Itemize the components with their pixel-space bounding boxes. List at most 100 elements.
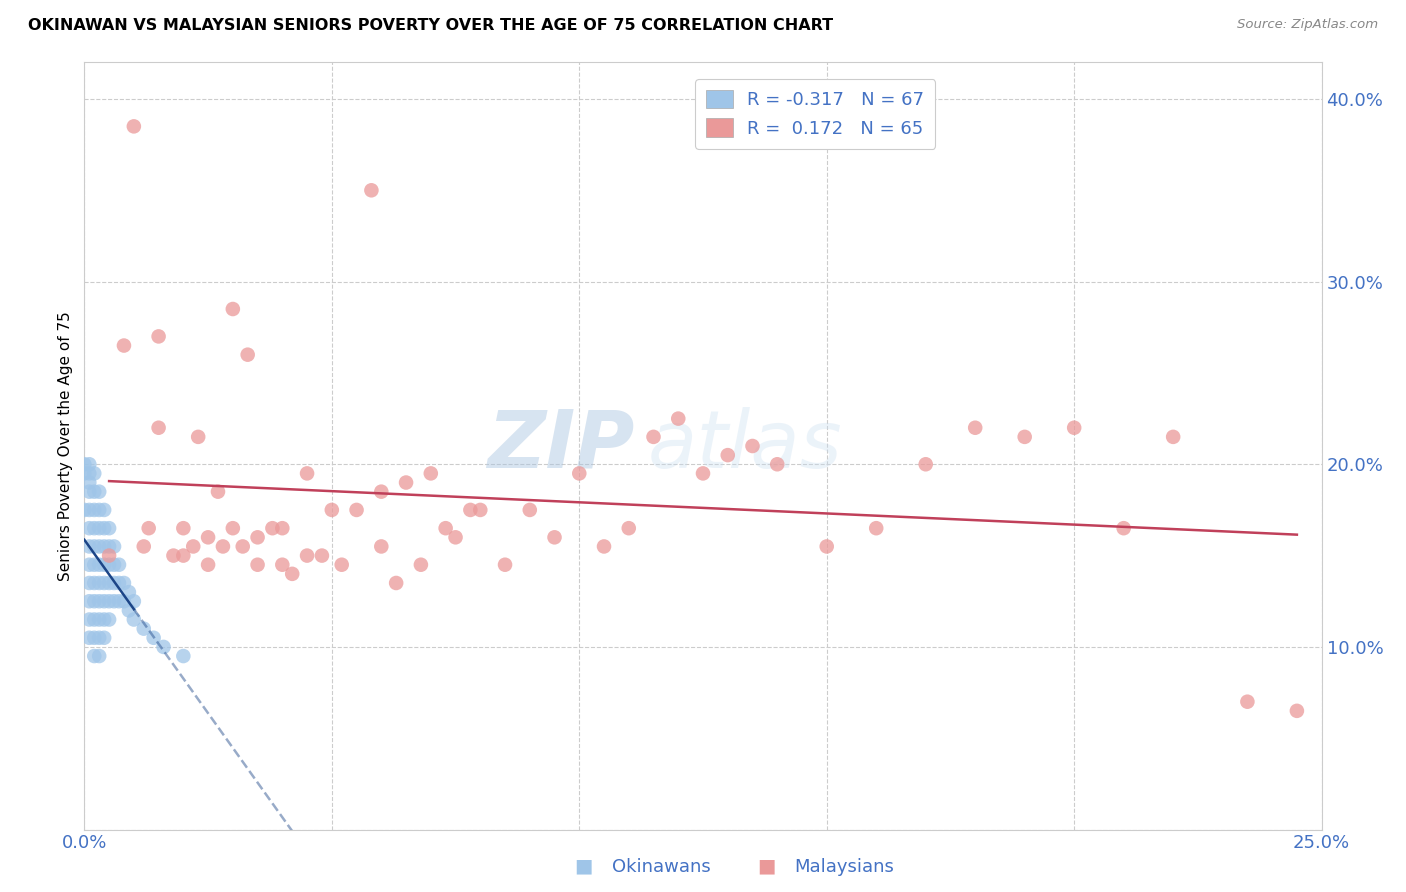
Point — [766, 457, 789, 471]
Point — [914, 457, 936, 471]
Point — [93, 503, 115, 517]
Point — [181, 540, 204, 554]
Point — [79, 475, 101, 490]
Point — [108, 558, 131, 572]
Point — [444, 530, 467, 544]
Point — [93, 558, 115, 572]
Text: OKINAWAN VS MALAYSIAN SENIORS POVERTY OVER THE AGE OF 75 CORRELATION CHART: OKINAWAN VS MALAYSIAN SENIORS POVERTY OV… — [28, 18, 834, 33]
Point — [370, 540, 392, 554]
Point — [1236, 695, 1258, 709]
Point — [717, 448, 740, 462]
Point — [395, 475, 418, 490]
Point — [246, 558, 269, 572]
Point — [692, 467, 714, 481]
Point — [470, 503, 492, 517]
Point — [568, 467, 591, 481]
Point — [593, 540, 616, 554]
Point — [98, 540, 121, 554]
Point — [246, 530, 269, 544]
Point — [262, 521, 284, 535]
Point — [79, 613, 101, 627]
Point — [460, 503, 482, 517]
Point — [73, 457, 96, 471]
Point — [103, 540, 125, 554]
Point — [666, 411, 689, 425]
Point — [187, 430, 209, 444]
Point — [103, 558, 125, 572]
Point — [89, 576, 111, 591]
Point — [98, 613, 121, 627]
Point — [543, 530, 565, 544]
Point — [89, 613, 111, 627]
Point — [79, 521, 101, 535]
Text: ■: ■ — [574, 857, 593, 876]
Point — [311, 549, 333, 563]
Point — [152, 640, 174, 654]
Point — [519, 503, 541, 517]
Point — [271, 521, 294, 535]
Point — [122, 594, 145, 608]
Text: Okinawans: Okinawans — [612, 858, 710, 876]
Point — [79, 457, 101, 471]
Point — [83, 576, 105, 591]
Point — [643, 430, 665, 444]
Point — [617, 521, 640, 535]
Point — [83, 558, 105, 572]
Point — [79, 540, 101, 554]
Point — [321, 503, 343, 517]
Point — [434, 521, 457, 535]
Point — [103, 576, 125, 591]
Point — [112, 594, 135, 608]
Point — [1161, 430, 1184, 444]
Text: atlas: atlas — [647, 407, 842, 485]
Point — [295, 549, 318, 563]
Point — [112, 338, 135, 352]
Point — [98, 576, 121, 591]
Point — [89, 558, 111, 572]
Point — [360, 183, 382, 197]
Point — [409, 558, 432, 572]
Point — [93, 576, 115, 591]
Point — [212, 540, 235, 554]
Point — [172, 648, 194, 663]
Point — [122, 120, 145, 134]
Point — [162, 549, 184, 563]
Point — [419, 467, 441, 481]
Point — [197, 558, 219, 572]
Point — [138, 521, 160, 535]
Point — [89, 648, 111, 663]
Point — [370, 484, 392, 499]
Text: ZIP: ZIP — [488, 407, 636, 485]
Point — [93, 594, 115, 608]
Point — [89, 484, 111, 499]
Point — [295, 467, 318, 481]
Point — [132, 622, 155, 636]
Point — [494, 558, 516, 572]
Point — [172, 549, 194, 563]
Point — [222, 521, 245, 535]
Text: Source: ZipAtlas.com: Source: ZipAtlas.com — [1237, 18, 1378, 31]
Point — [197, 530, 219, 544]
Point — [172, 521, 194, 535]
Point — [73, 467, 96, 481]
Point — [207, 484, 229, 499]
Point — [132, 540, 155, 554]
Point — [79, 503, 101, 517]
Point — [83, 503, 105, 517]
Point — [236, 348, 259, 362]
Point — [89, 631, 111, 645]
Point — [93, 631, 115, 645]
Point — [98, 549, 121, 563]
Point — [1063, 421, 1085, 435]
Point — [103, 594, 125, 608]
Point — [79, 594, 101, 608]
Point — [83, 594, 105, 608]
Point — [741, 439, 763, 453]
Text: Malaysians: Malaysians — [794, 858, 894, 876]
Point — [79, 576, 101, 591]
Point — [148, 329, 170, 343]
Point — [79, 631, 101, 645]
Point — [98, 594, 121, 608]
Point — [93, 613, 115, 627]
Point — [1285, 704, 1308, 718]
